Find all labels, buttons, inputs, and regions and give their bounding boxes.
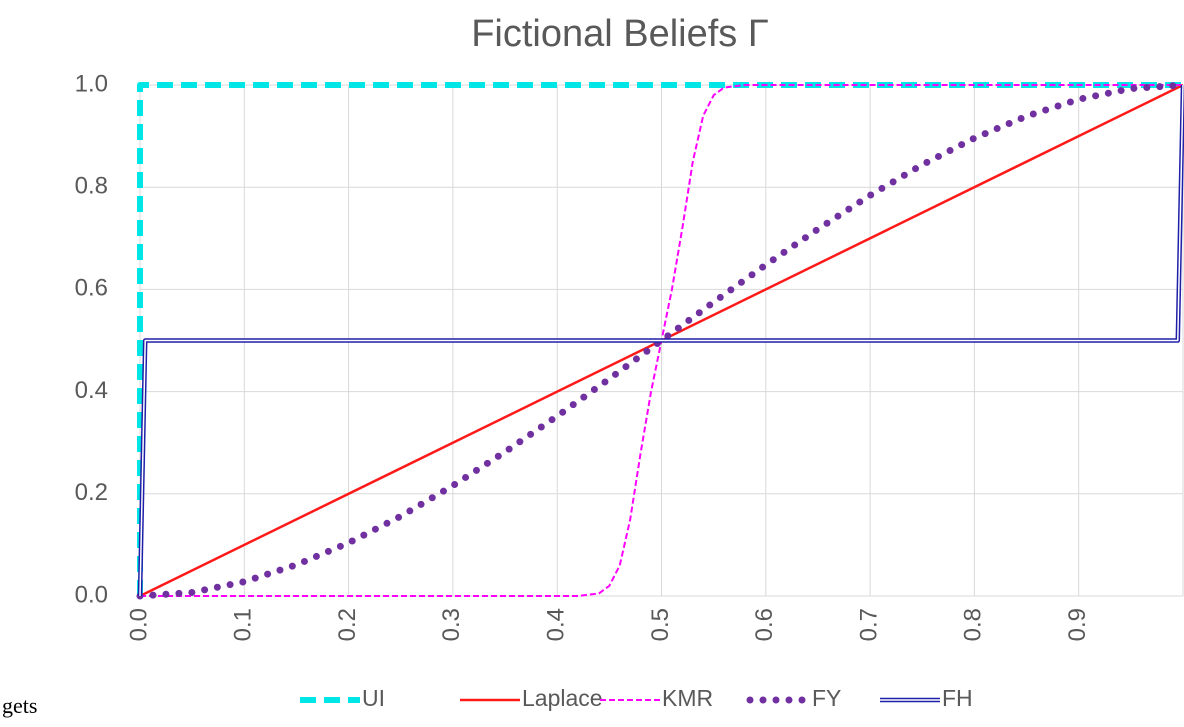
x-tick-label: 0.6 <box>751 608 778 641</box>
y-tick-label: 0.4 <box>75 377 108 404</box>
annotation: gets <box>2 693 37 718</box>
legend-label: UI <box>362 685 385 711</box>
x-tick-label: 0.8 <box>960 608 987 641</box>
legend-label: FY <box>812 685 841 711</box>
x-tick-label: 0.2 <box>334 608 361 641</box>
line-inner <box>139 84 1184 597</box>
y-tick-label: 0.6 <box>75 275 108 302</box>
y-tick-label: 1.0 <box>75 70 108 97</box>
legend-label: FH <box>942 685 973 711</box>
x-tick-label: 0.9 <box>1064 608 1091 641</box>
x-tick-label: 0.5 <box>647 608 674 641</box>
legend-label: KMR <box>662 685 713 711</box>
chart-title: Fictional Beliefs Γ <box>471 13 769 55</box>
x-tick-label: 0.0 <box>125 608 152 641</box>
y-tick-label: 0.2 <box>75 479 108 506</box>
legend-label: Laplace <box>522 685 603 711</box>
x-tick-label: 0.7 <box>855 608 882 641</box>
y-tick-label: 0.0 <box>75 581 108 608</box>
x-tick-label: 0.4 <box>543 608 570 641</box>
x-tick-label: 0.1 <box>230 608 257 641</box>
line <box>136 81 1184 600</box>
y-tick-label: 0.8 <box>75 173 108 200</box>
x-tick-label: 0.3 <box>438 608 465 641</box>
